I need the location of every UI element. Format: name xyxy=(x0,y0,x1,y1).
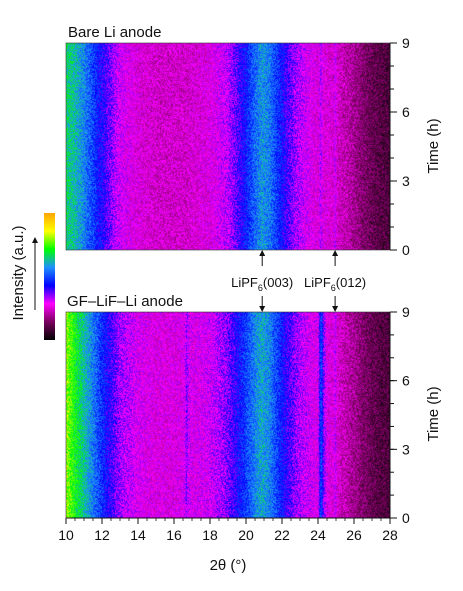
y-tick-label: 6 xyxy=(402,373,410,389)
y-tick-label: 0 xyxy=(402,510,410,526)
y-tick-label: 3 xyxy=(402,441,410,457)
top-heatmap xyxy=(66,43,390,250)
x-tick-label: 14 xyxy=(130,527,146,543)
colorbar-gradient xyxy=(44,213,55,340)
bottom-y-axis: 0 3 6 9 xyxy=(389,304,410,526)
y-tick-label: 0 xyxy=(402,242,410,258)
x-tick-label: 18 xyxy=(202,527,218,543)
x-tick-label: 26 xyxy=(346,527,362,543)
bottom-y-axis-label: Time (h) xyxy=(425,386,442,441)
y-tick-label: 9 xyxy=(402,304,410,320)
bottom-panel: GF–LiF–Li anode 0 3 6 9 Time (h) 10 12 14 16 18… xyxy=(58,293,442,574)
top-panel-title: Bare Li anode xyxy=(68,24,161,41)
peak-annotations: LiPF6(003) LiPF6(012) xyxy=(231,250,366,312)
x-tick-label: 16 xyxy=(166,527,182,543)
top-panel: Bare Li anode 0 3 6 9 Time (h) xyxy=(65,24,442,258)
bottom-heatmap xyxy=(66,312,390,518)
colorbar-label: Intensity (a.u.) xyxy=(10,225,27,320)
annotation-label: LiPF6(012) xyxy=(304,275,366,293)
x-tick-label: 10 xyxy=(58,527,74,543)
x-axis: 10 12 14 16 18 20 22 24 26 28 xyxy=(58,517,398,543)
x-axis-label: 2θ (°) xyxy=(210,557,247,574)
y-tick-label: 6 xyxy=(402,104,410,120)
bottom-panel-title: GF–LiF–Li anode xyxy=(67,293,183,310)
colorbar: Intensity (a.u.) xyxy=(10,213,55,340)
y-tick-label: 3 xyxy=(402,173,410,189)
x-tick-label: 28 xyxy=(382,527,398,543)
x-tick-label: 20 xyxy=(238,527,254,543)
top-y-axis: 0 3 6 9 xyxy=(389,35,410,258)
x-tick-label: 24 xyxy=(310,527,326,543)
top-y-axis-label: Time (h) xyxy=(425,118,442,173)
y-tick-label: 9 xyxy=(402,35,410,51)
x-tick-label: 22 xyxy=(274,527,290,543)
annotation-label: LiPF6(003) xyxy=(231,275,293,293)
x-tick-label: 12 xyxy=(94,527,110,543)
